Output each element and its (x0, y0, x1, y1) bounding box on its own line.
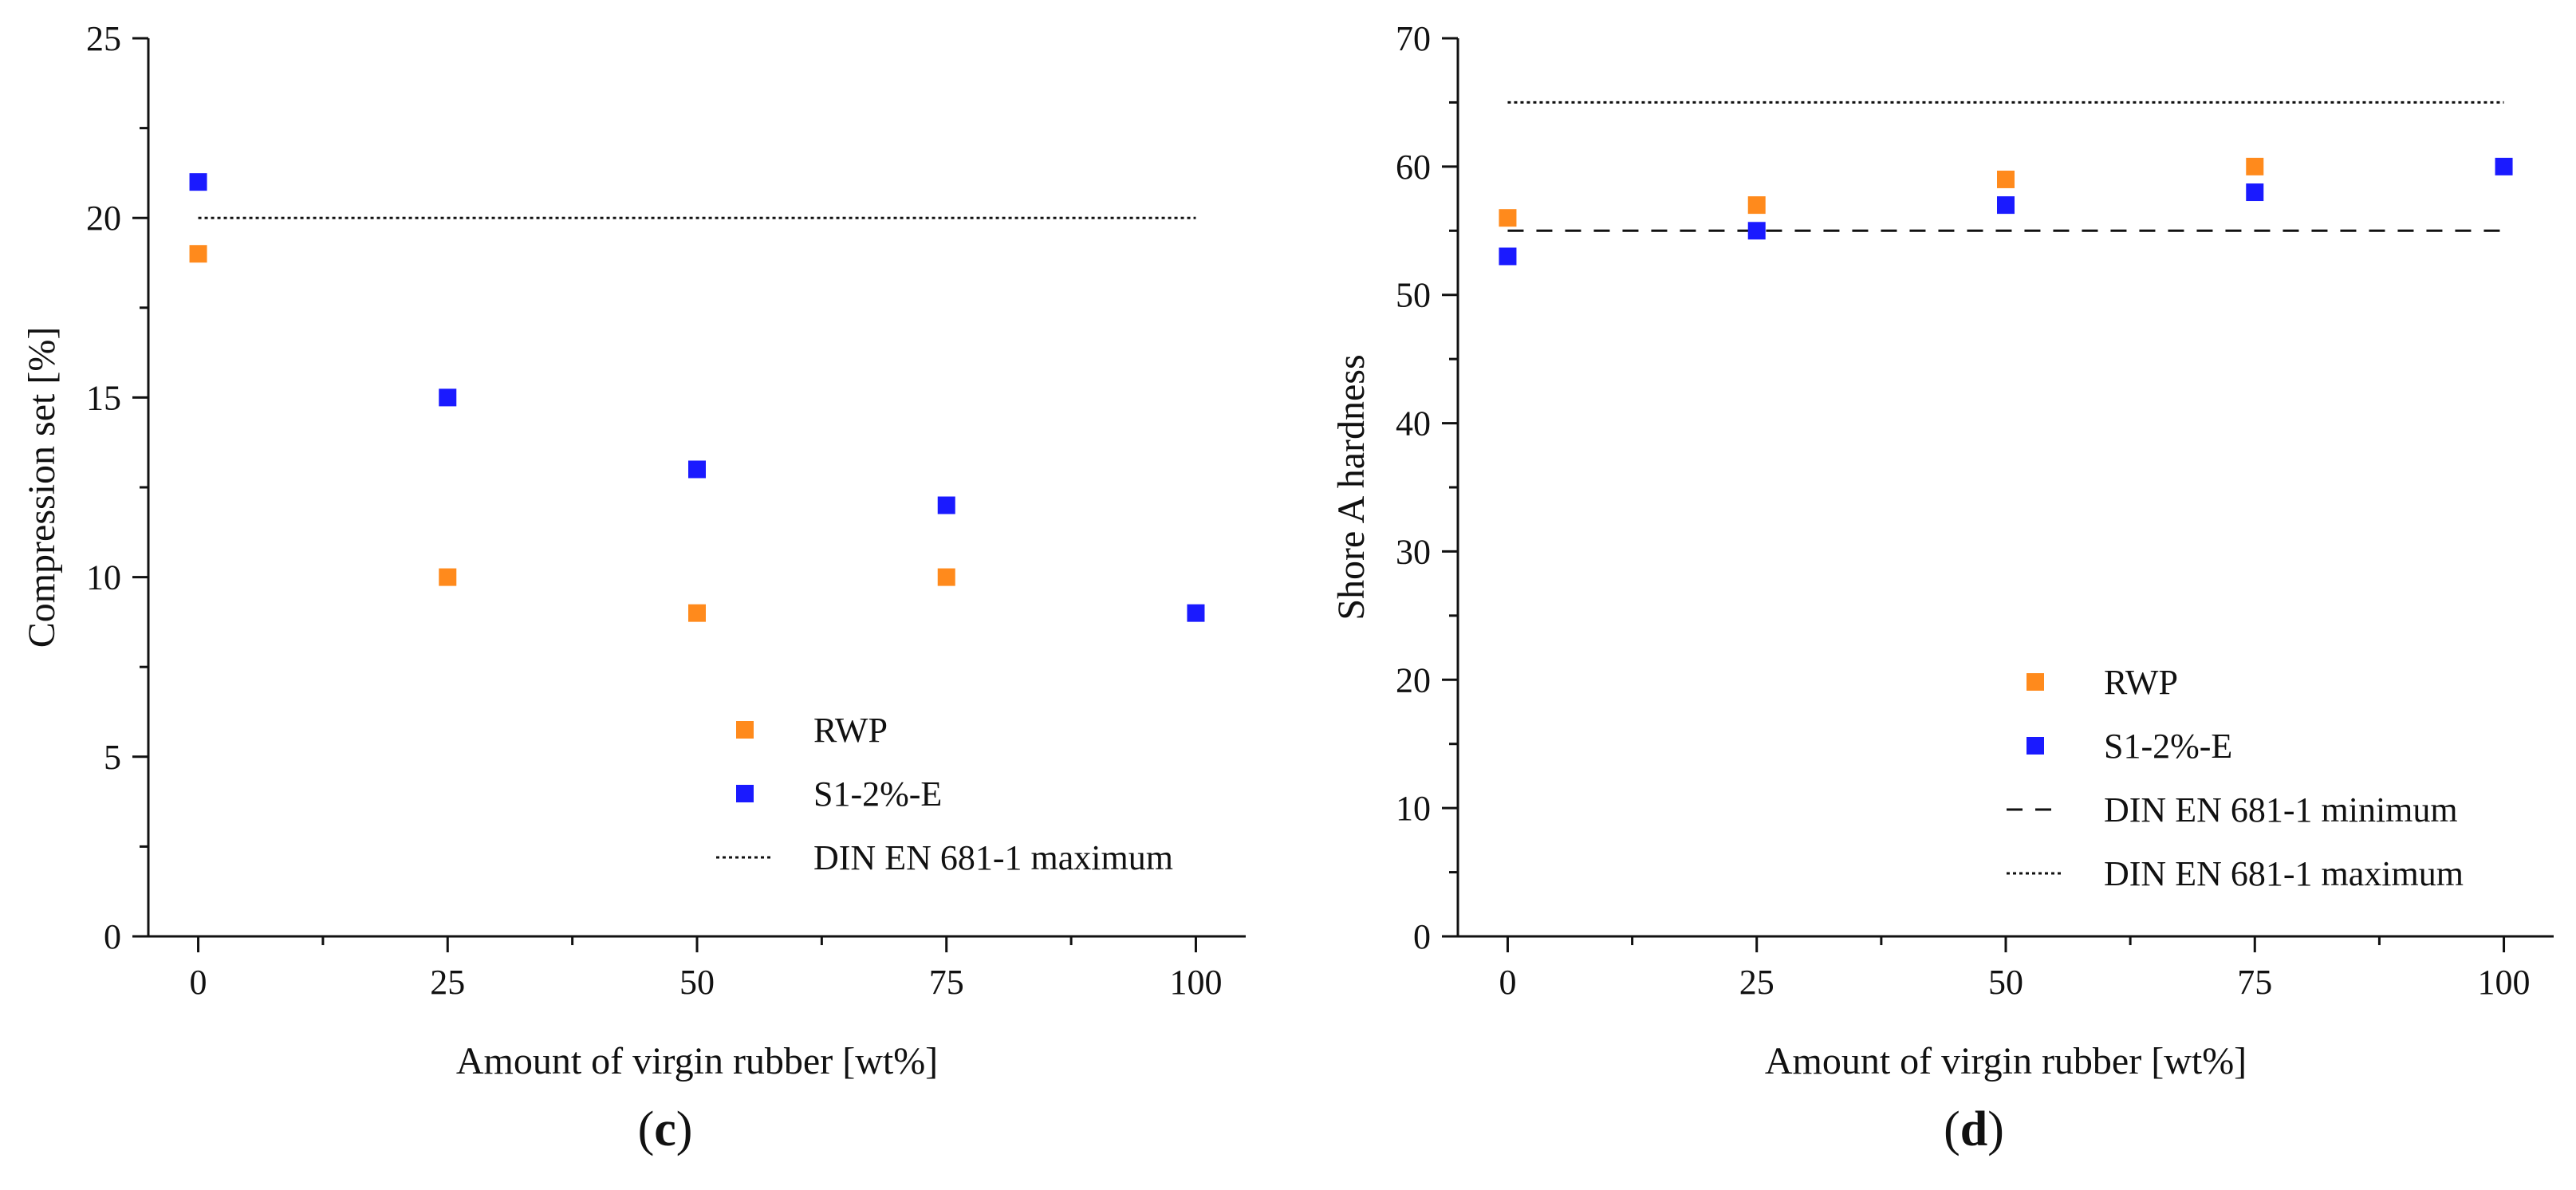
data-point-s1-2-e (1997, 196, 2015, 215)
panel-title: (d) (1944, 1102, 2004, 1157)
chart-panel-d: 0 25 50 75 100 0 10 20 30 40 50 60 70 RWP S1-2%-E DIN E… (1330, 19, 2554, 1157)
y-tick-label: 50 (1396, 276, 1431, 315)
data-point-rwp (2246, 157, 2264, 175)
panel-title-close-paren: ) (676, 1102, 693, 1157)
data-point-rwp (1499, 209, 1517, 227)
data-point-s1-2-e (688, 460, 706, 479)
data-point-s1-2-e (1499, 247, 1517, 266)
x-tick-label: 75 (929, 963, 964, 1002)
legend-marker (2027, 737, 2044, 755)
legend-marker (736, 721, 754, 739)
legend-label: S1-2%-E (813, 774, 942, 814)
panel-label: d (1960, 1102, 1987, 1157)
data-point-rwp (439, 568, 457, 586)
chart-panel-c: 0 25 50 75 100 0 5 10 15 20 25 RWP S1-2%-E DIN EN 681… (21, 19, 1246, 1157)
panel-title: (c) (638, 1102, 693, 1157)
legend-label: RWP (813, 711, 888, 750)
x-tick-label: 100 (1169, 963, 1222, 1002)
legend-label: DIN EN 681-1 maximum (813, 838, 1173, 877)
y-axis-label: Compression set [%] (21, 327, 63, 648)
data-point-rwp (189, 245, 207, 263)
legend: RWP S1-2%-E DIN EN 681-1 maximum (716, 711, 1173, 877)
x-tick-label: 25 (430, 963, 465, 1002)
x-tick-label: 25 (1739, 963, 1774, 1002)
legend-label: DIN EN 681-1 maximum (2104, 854, 2464, 893)
y-tick-label: 20 (1396, 660, 1431, 699)
x-tick-label: 100 (2478, 963, 2531, 1002)
y-tick-label: 30 (1396, 532, 1431, 571)
x-tick-label: 0 (1499, 963, 1516, 1002)
x-tick-label: 50 (1988, 963, 2023, 1002)
panel-label: c (654, 1102, 676, 1157)
legend: RWP S1-2%-E DIN EN 681-1 minimum DIN EN 681… (2007, 663, 2464, 893)
data-point-s1-2-e (937, 496, 955, 514)
data-point-s1-2-e (2246, 183, 2264, 202)
y-tick-label: 60 (1396, 148, 1431, 187)
y-tick-label: 15 (86, 378, 121, 417)
y-tick-label: 70 (1396, 19, 1431, 58)
y-tick-label: 5 (104, 738, 121, 777)
data-point-s1-2-e (439, 388, 457, 407)
legend-marker (2027, 673, 2044, 691)
panel-title-open-paren: ( (1944, 1102, 1960, 1157)
data-point-rwp (1997, 170, 2015, 188)
x-tick-label: 75 (2237, 963, 2272, 1002)
data-point-rwp (1747, 196, 1766, 215)
x-axis-label: Amount of virgin rubber [wt%] (1765, 1040, 2247, 1082)
data-point-s1-2-e (1187, 604, 1205, 622)
data-point-s1-2-e (2495, 157, 2513, 175)
panel-title-close-paren: ) (1987, 1102, 2004, 1157)
y-tick-label: 25 (86, 19, 121, 58)
legend-label: DIN EN 681-1 minimum (2104, 790, 2458, 829)
data-point-rwp (688, 604, 706, 622)
data-point-s1-2-e (1747, 222, 1766, 240)
x-axis-label: Amount of virgin rubber [wt%] (456, 1040, 938, 1082)
legend-label: S1-2%-E (2104, 727, 2232, 766)
data-point-s1-2-e (189, 173, 207, 191)
y-axis-label: Shore A hardness (1330, 354, 1373, 620)
y-tick-label: 0 (104, 917, 121, 956)
y-tick-label: 40 (1396, 404, 1431, 443)
panel-title-open-paren: ( (638, 1102, 655, 1157)
legend-label: RWP (2104, 663, 2178, 702)
y-tick-label: 10 (86, 558, 121, 597)
y-tick-label: 10 (1396, 789, 1431, 828)
legend-marker (736, 785, 754, 802)
data-point-rwp (937, 568, 955, 586)
y-tick-label: 20 (86, 199, 121, 238)
x-tick-label: 0 (190, 963, 207, 1002)
x-tick-label: 50 (679, 963, 715, 1002)
y-tick-label: 0 (1413, 917, 1431, 956)
